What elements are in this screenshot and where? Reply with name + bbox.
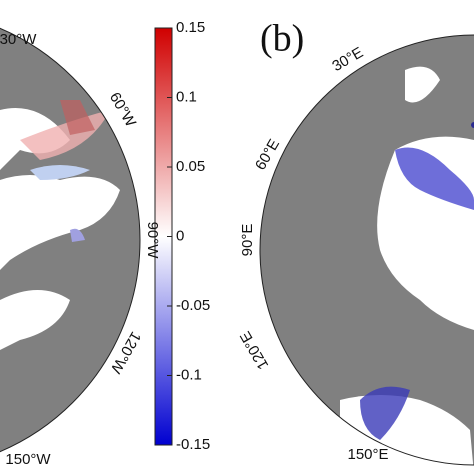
longitude-label: 30°W — [0, 31, 37, 48]
colorbar-tick-label: 0.05 — [176, 158, 205, 175]
panel-label: (b) — [260, 18, 304, 60]
left-map — [0, 10, 140, 470]
longitude-label: 60°W — [106, 90, 140, 131]
longitude-label: 90°E — [239, 224, 256, 257]
colorbar-tick-label: 0.15 — [176, 19, 205, 36]
colorbar-tick-label: -0.15 — [176, 436, 210, 453]
colorbar-tick-label: -0.05 — [176, 297, 210, 314]
left-map-edge — [0, 27, 141, 453]
colorbar-tick-label: -0.1 — [176, 366, 202, 383]
longitude-label: 90°W — [144, 222, 161, 260]
colorbar-tick-label: 0.1 — [176, 88, 197, 105]
right-map — [260, 35, 474, 465]
colorbar-tick-label: 0 — [176, 227, 184, 244]
longitude-label: 150°W — [5, 451, 51, 468]
longitude-label: 120°E — [237, 328, 272, 372]
longitude-label: 150°E — [347, 446, 388, 463]
right-map-edge — [259, 34, 474, 466]
